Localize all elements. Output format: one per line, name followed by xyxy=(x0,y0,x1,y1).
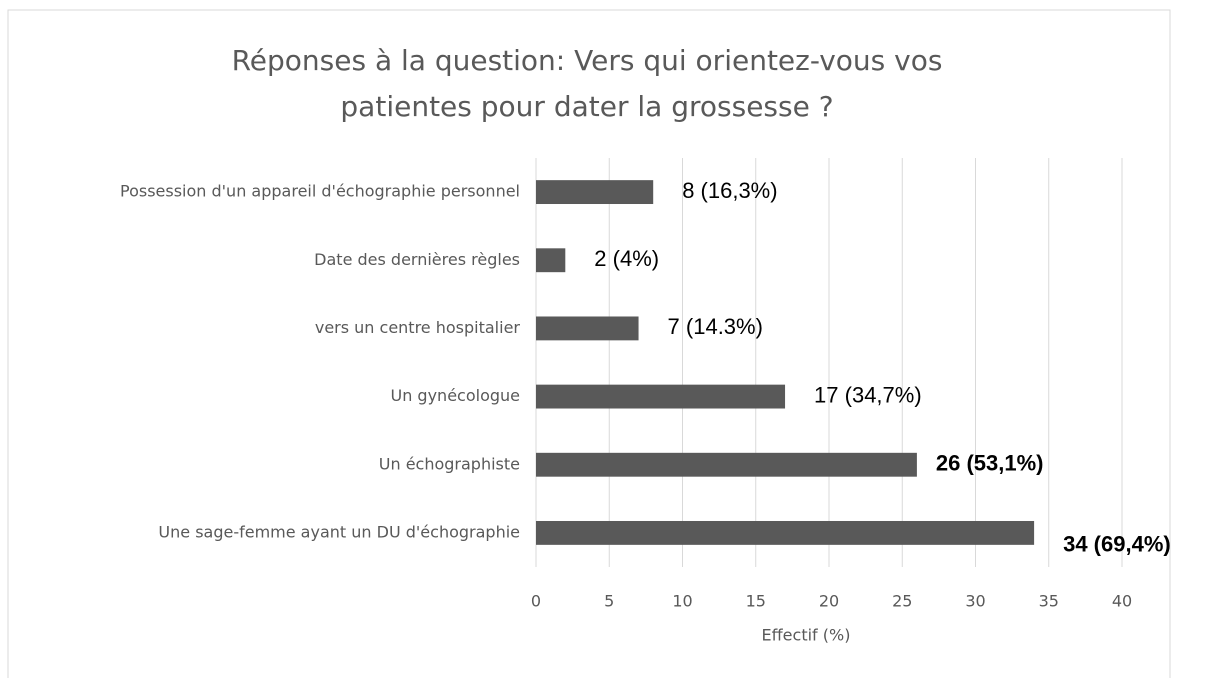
y-tick-label: Possession d'un appareil d'échographie p… xyxy=(120,182,520,201)
bar xyxy=(536,248,566,273)
y-tick-label: Un gynécologue xyxy=(390,386,520,405)
x-tick-label: 35 xyxy=(1039,592,1059,611)
y-tick-label: Une sage-femme ayant un DU d'échographie xyxy=(158,522,520,541)
x-tick-label: 15 xyxy=(746,592,766,611)
x-axis-label: Effectif (%) xyxy=(762,626,851,645)
data-label: 8 (16,3%) xyxy=(682,178,777,203)
x-tick-label: 20 xyxy=(819,592,839,611)
data-label: 2 (4%) xyxy=(594,246,659,271)
y-tick-label: Date des dernières règles xyxy=(314,250,520,269)
y-tick-label: Un échographiste xyxy=(379,454,520,473)
y-tick-label: vers un centre hospitalier xyxy=(315,318,521,337)
bar xyxy=(536,452,917,477)
x-tick-label: 40 xyxy=(1112,592,1132,611)
data-label: 7 (14.3%) xyxy=(668,314,763,339)
bar xyxy=(536,316,639,341)
bar xyxy=(536,180,654,205)
data-label: 17 (34,7%) xyxy=(814,382,922,407)
data-label: 26 (53,1%) xyxy=(936,451,1044,476)
x-tick-label: 10 xyxy=(672,592,692,611)
data-label: 34 (69,4%) xyxy=(1063,532,1171,557)
chart-border xyxy=(7,9,1171,678)
x-tick-label: 30 xyxy=(965,592,985,611)
x-tick-label: 0 xyxy=(531,592,541,611)
bar xyxy=(536,384,786,409)
chart-title: Réponses à la question: Vers qui oriente… xyxy=(231,44,943,123)
x-tick-label: 5 xyxy=(604,592,614,611)
x-tick-label: 25 xyxy=(892,592,912,611)
bar xyxy=(536,520,1035,545)
